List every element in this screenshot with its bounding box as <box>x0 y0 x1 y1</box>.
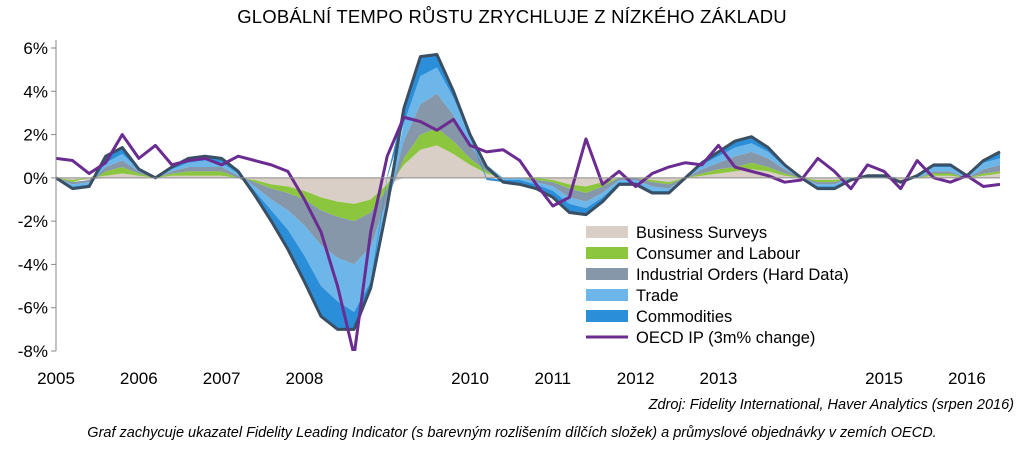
y-tick-label: 4% <box>23 82 48 101</box>
x-tick-label: 2006 <box>120 369 158 388</box>
y-tick-label: 0% <box>23 169 48 188</box>
legend: Business Surveys Consumer and Labour Indus… <box>586 224 849 347</box>
y-tick-label: -6% <box>18 299 48 318</box>
source-note: Zdroj: Fidelity International, Haver Ana… <box>648 397 1014 413</box>
stacked-areas <box>56 54 1000 330</box>
x-tick-label: 2012 <box>617 369 655 388</box>
y-tick-label: -2% <box>18 212 48 231</box>
area-trade <box>56 67 1000 313</box>
y-tick-label: -8% <box>18 342 48 361</box>
x-tick-label: 2016 <box>948 369 986 388</box>
x-tick-label: 2008 <box>286 369 324 388</box>
y-tick-label: 6% <box>23 39 48 58</box>
chart-caption: Graf zachycuje ukazatel Fidelity Leading… <box>87 425 937 441</box>
x-tick-label: 2007 <box>203 369 241 388</box>
x-tick-label: 2005 <box>37 369 75 388</box>
legend-label-industrial-orders-hard-data: Industrial Orders (Hard Data) <box>636 266 849 284</box>
x-tick-label: 2010 <box>451 369 489 388</box>
chart-title: GLOBÁLNÍ TEMPO RŮSTU ZRYCHLUJE Z NÍZKÉHO… <box>237 6 787 27</box>
x-tick-label: 2011 <box>535 369 572 388</box>
legend-swatch-trade <box>586 289 628 301</box>
x-tick-label: 2015 <box>865 369 903 388</box>
legend-swatch-consumer-and-labour <box>586 247 628 259</box>
legend-swatch-business-surveys <box>586 226 628 238</box>
legend-label-business-surveys: Business Surveys <box>636 224 767 242</box>
legend-label-trade: Trade <box>636 287 679 305</box>
legend-label-consumer-and-labour: Consumer and Labour <box>636 245 801 263</box>
y-tick-label: 2% <box>23 126 48 145</box>
y-tick-label: -4% <box>18 255 48 274</box>
legend-swatch-industrial-orders-hard-data <box>586 268 628 280</box>
axes: 6% 4% 2% 0% -2% -4% -6% -8% 2005 2006 2007 2008 2010… <box>18 39 1000 388</box>
oecd-ip-line <box>56 115 1000 351</box>
legend-label-commodities: Commodities <box>636 308 732 326</box>
legend-swatch-commodities <box>586 310 628 322</box>
area-commodities <box>56 54 1000 330</box>
legend-label-oecd-ip-3m-change: OECD IP (3m% change) <box>636 329 815 347</box>
series-lines <box>55 52 1001 351</box>
x-tick-label: 2013 <box>700 369 738 388</box>
composite-indicator-line <box>55 52 1001 331</box>
